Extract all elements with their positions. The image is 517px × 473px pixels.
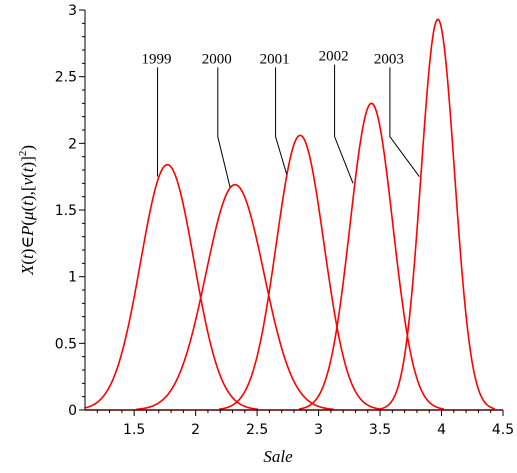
x-tick-label: 1.5 xyxy=(123,422,145,438)
leader-2003 xyxy=(389,67,420,177)
y-title-part: )∈ xyxy=(18,236,37,254)
y-title-part: ),[ xyxy=(18,185,37,201)
y-title-part: t xyxy=(18,200,37,206)
label-2002: 2002 xyxy=(319,49,349,65)
label-2001: 2001 xyxy=(260,51,290,67)
x-tick-label: 4.5 xyxy=(492,422,514,438)
density-curves xyxy=(84,18,503,411)
y-title-part: v xyxy=(18,177,37,185)
y-axis-title: X(t)∈P(μ(t),[v(t)]2) xyxy=(17,145,37,276)
y-title-part: ) xyxy=(18,145,37,151)
label-1999: 1999 xyxy=(142,51,172,67)
y-title-part: ( xyxy=(18,220,37,226)
y-tick-label: 0.5 xyxy=(55,336,77,352)
leader-2000 xyxy=(217,67,231,188)
year-annotations: 1999 2000 2001 2002 2003 xyxy=(142,49,420,188)
x-tick-label: 3 xyxy=(314,422,323,438)
y-title-part: μ xyxy=(18,211,37,221)
leader-2001 xyxy=(275,67,288,175)
label-2000: 2000 xyxy=(202,51,232,67)
y-tick-label: 1.5 xyxy=(55,203,77,219)
x-tick-label: 4 xyxy=(437,422,446,438)
leader-2002 xyxy=(334,64,354,184)
y-title-part: X xyxy=(18,264,37,276)
y-title-part: ( xyxy=(18,205,37,211)
curve-2002 xyxy=(298,102,445,410)
plot-axes: 1.5 2 2.5 3 3.5 4 4.5 0 0.5 1 1.5 2 2.5 3 xyxy=(55,3,514,438)
y-title-part: )] xyxy=(18,156,37,167)
curve-2000 xyxy=(136,183,334,411)
x-axis-title: Sale xyxy=(263,447,293,466)
y-title-part: t xyxy=(18,166,37,172)
curve-2003 xyxy=(380,18,495,410)
curve-2001 xyxy=(219,134,382,410)
y-title-part: 2 xyxy=(17,151,29,157)
y-title-part: ( xyxy=(18,172,37,178)
y-tick-label: 2.5 xyxy=(55,70,77,86)
y-title-part: ( xyxy=(18,259,37,265)
y-tick-label: 0 xyxy=(68,403,77,419)
y-tick-label: 1 xyxy=(68,270,77,286)
y-title-part: t xyxy=(18,253,37,259)
y-tick-label: 3 xyxy=(68,3,77,19)
y-title-part: P xyxy=(18,226,37,237)
x-tick-label: 3.5 xyxy=(369,422,391,438)
x-tick-label: 2.5 xyxy=(246,422,268,438)
x-tick-label: 2 xyxy=(191,422,200,438)
label-2003: 2003 xyxy=(374,51,404,67)
y-tick-label: 2 xyxy=(68,136,77,152)
curve-1999 xyxy=(84,163,259,411)
